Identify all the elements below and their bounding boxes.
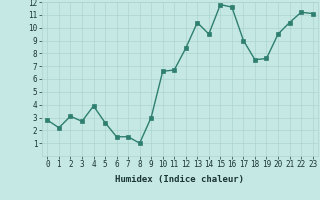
X-axis label: Humidex (Indice chaleur): Humidex (Indice chaleur) (116, 175, 244, 184)
